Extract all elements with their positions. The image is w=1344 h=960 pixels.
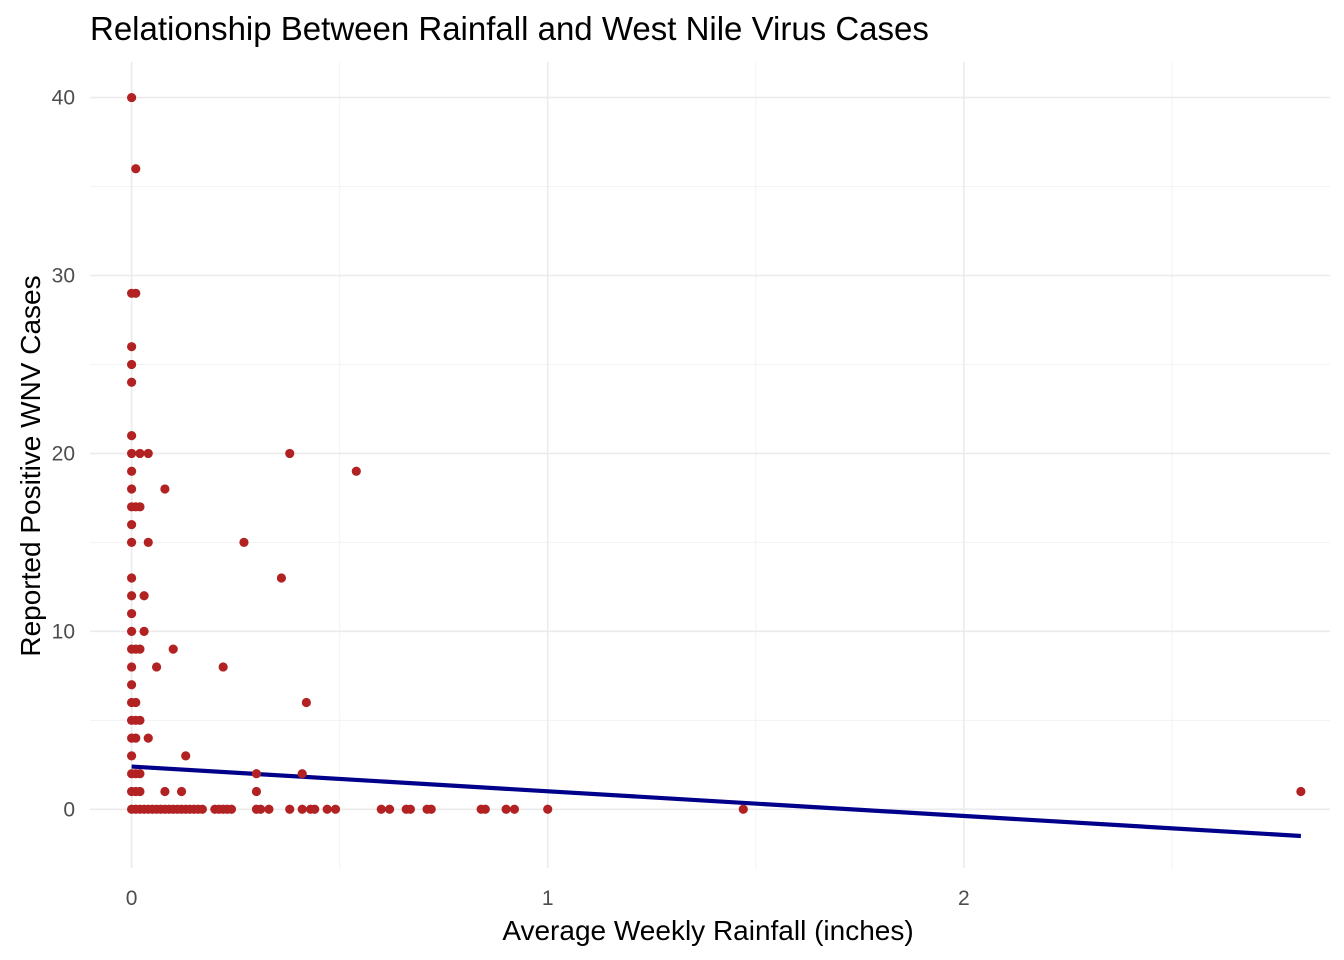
data-point	[322, 804, 332, 814]
data-point	[160, 786, 170, 797]
data-point	[127, 520, 137, 530]
data-point	[143, 537, 153, 547]
data-point	[127, 92, 137, 103]
data-point	[297, 804, 307, 814]
data-point	[301, 697, 311, 708]
data-point	[285, 448, 295, 459]
grid-minor	[90, 62, 1330, 868]
data-point	[135, 502, 145, 512]
data-point	[143, 448, 153, 459]
data-point	[135, 769, 145, 779]
data-point	[131, 733, 141, 743]
data-point	[251, 769, 262, 779]
x-axis-title: Average Weekly Rainfall (inches)	[502, 915, 913, 946]
data-point	[127, 431, 137, 441]
data-point	[135, 448, 145, 459]
data-point	[297, 769, 307, 779]
data-point	[197, 804, 207, 814]
data-point	[160, 484, 170, 494]
data-point	[509, 804, 520, 814]
data-point	[135, 644, 145, 654]
data-point	[218, 662, 228, 672]
y-tick-labels: 0 10 20 30 40	[52, 87, 75, 822]
data-point	[131, 697, 141, 708]
data-point	[151, 662, 162, 672]
data-point	[127, 484, 137, 494]
data-point	[1296, 786, 1306, 797]
fit-line-layer	[131, 764, 1301, 839]
data-point	[426, 804, 436, 814]
data-point	[384, 804, 395, 814]
y-axis-title: Reported Positive WNV Cases	[15, 275, 46, 656]
x-tick-label: 2	[958, 887, 970, 910]
data-point	[127, 377, 137, 387]
data-point	[239, 537, 249, 547]
data-point	[168, 644, 178, 654]
data-point	[143, 733, 153, 743]
data-point	[256, 804, 266, 814]
data-point	[135, 715, 145, 725]
data-point	[127, 448, 137, 459]
y-tick-label: 0	[63, 798, 75, 821]
data-point	[543, 804, 553, 814]
data-point	[127, 342, 137, 352]
data-point	[139, 626, 149, 636]
data-point	[501, 804, 511, 814]
x-tick-label: 1	[542, 887, 554, 910]
chart-title: Relationship Between Rainfall and West N…	[90, 10, 929, 47]
data-point	[330, 804, 341, 814]
data-point	[139, 591, 149, 601]
y-tick-label: 30	[52, 265, 75, 288]
x-tick-labels: 0 1 2	[126, 887, 970, 910]
data-point	[264, 804, 274, 814]
data-point	[351, 466, 361, 476]
data-point	[376, 804, 386, 814]
data-point	[176, 786, 187, 797]
data-point	[251, 786, 262, 797]
data-point	[285, 804, 295, 814]
x-tick-label: 0	[126, 887, 138, 910]
data-point	[181, 751, 191, 761]
y-tick-label: 10	[52, 620, 75, 643]
y-tick-label: 40	[52, 87, 75, 110]
data-point	[127, 608, 137, 619]
data-point	[480, 804, 490, 814]
data-point	[127, 662, 137, 672]
regression-line	[131, 764, 1301, 839]
data-point	[276, 573, 287, 583]
data-point	[127, 466, 137, 476]
data-point	[127, 359, 137, 370]
data-point	[226, 804, 237, 814]
data-point	[127, 591, 137, 601]
grid-major	[90, 62, 1330, 868]
data-point	[135, 786, 145, 797]
points-layer	[127, 92, 1306, 814]
data-point	[738, 804, 748, 814]
data-point	[405, 804, 416, 814]
data-point	[127, 680, 137, 690]
data-point	[127, 537, 137, 547]
data-point	[131, 164, 141, 174]
data-point	[127, 573, 137, 583]
data-point	[131, 288, 141, 298]
y-tick-label: 20	[52, 442, 75, 465]
data-point	[127, 751, 137, 761]
data-point	[127, 626, 137, 636]
data-point	[310, 804, 320, 814]
